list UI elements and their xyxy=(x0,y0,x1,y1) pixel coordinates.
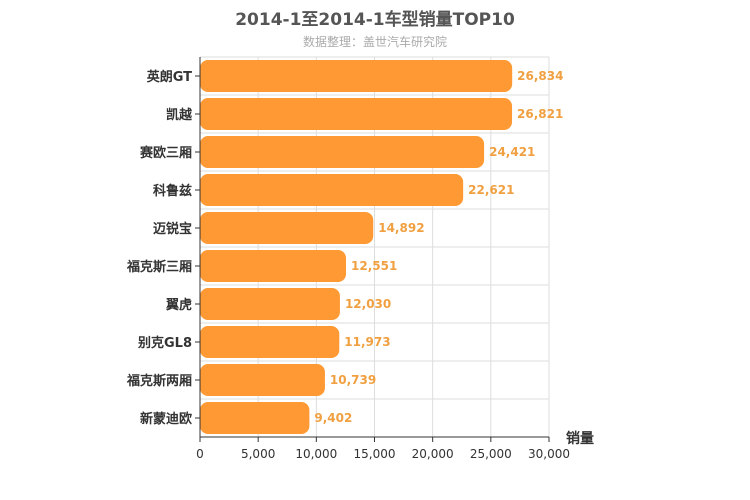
value-label: 12,551 xyxy=(351,259,397,273)
value-label: 12,030 xyxy=(345,297,391,311)
value-label: 22,621 xyxy=(468,183,514,197)
value-label: 14,892 xyxy=(378,221,424,235)
value-label: 9,402 xyxy=(314,411,352,425)
x-axis-title: 销量 xyxy=(566,430,594,447)
bar xyxy=(200,174,464,206)
bar xyxy=(200,212,374,244)
x-tick-label: 15,000 xyxy=(354,447,396,461)
category-label: 赛欧三厢 xyxy=(139,145,192,161)
category-label: 新蒙迪欧 xyxy=(140,411,192,427)
x-tick-label: 10,000 xyxy=(295,447,337,461)
value-label: 26,834 xyxy=(517,69,563,83)
bar xyxy=(200,326,340,358)
bar xyxy=(200,60,513,92)
bar xyxy=(200,98,513,130)
chart-title: 2014-1至2014-1车型销量TOP10 xyxy=(235,10,515,30)
category-label: 福克斯三厢 xyxy=(126,259,192,275)
category-label: 凯越 xyxy=(166,107,193,123)
chart-subtitle: 数据整理：盖世汽车研究院 xyxy=(302,35,447,49)
value-label: 26,821 xyxy=(517,107,563,121)
bar xyxy=(200,288,340,320)
bar xyxy=(200,364,325,396)
category-label: 英朗GT xyxy=(146,69,192,85)
bar xyxy=(200,402,310,434)
category-label: 别克GL8 xyxy=(137,335,192,351)
x-tick-label: 0 xyxy=(196,447,204,461)
x-tick-label: 30,000 xyxy=(528,447,570,461)
category-label: 科鲁兹 xyxy=(153,183,192,199)
bar xyxy=(200,250,347,282)
value-label: 10,739 xyxy=(330,373,376,387)
value-label: 11,973 xyxy=(344,335,390,349)
value-label: 24,421 xyxy=(489,145,535,159)
x-tick-label: 20,000 xyxy=(412,447,454,461)
x-tick-label: 25,000 xyxy=(470,447,512,461)
category-label: 迈锐宝 xyxy=(153,221,192,237)
bar xyxy=(200,136,485,168)
x-tick-label: 5,000 xyxy=(241,447,275,461)
category-label: 翼虎 xyxy=(165,297,192,313)
category-label: 福克斯两厢 xyxy=(126,373,192,389)
